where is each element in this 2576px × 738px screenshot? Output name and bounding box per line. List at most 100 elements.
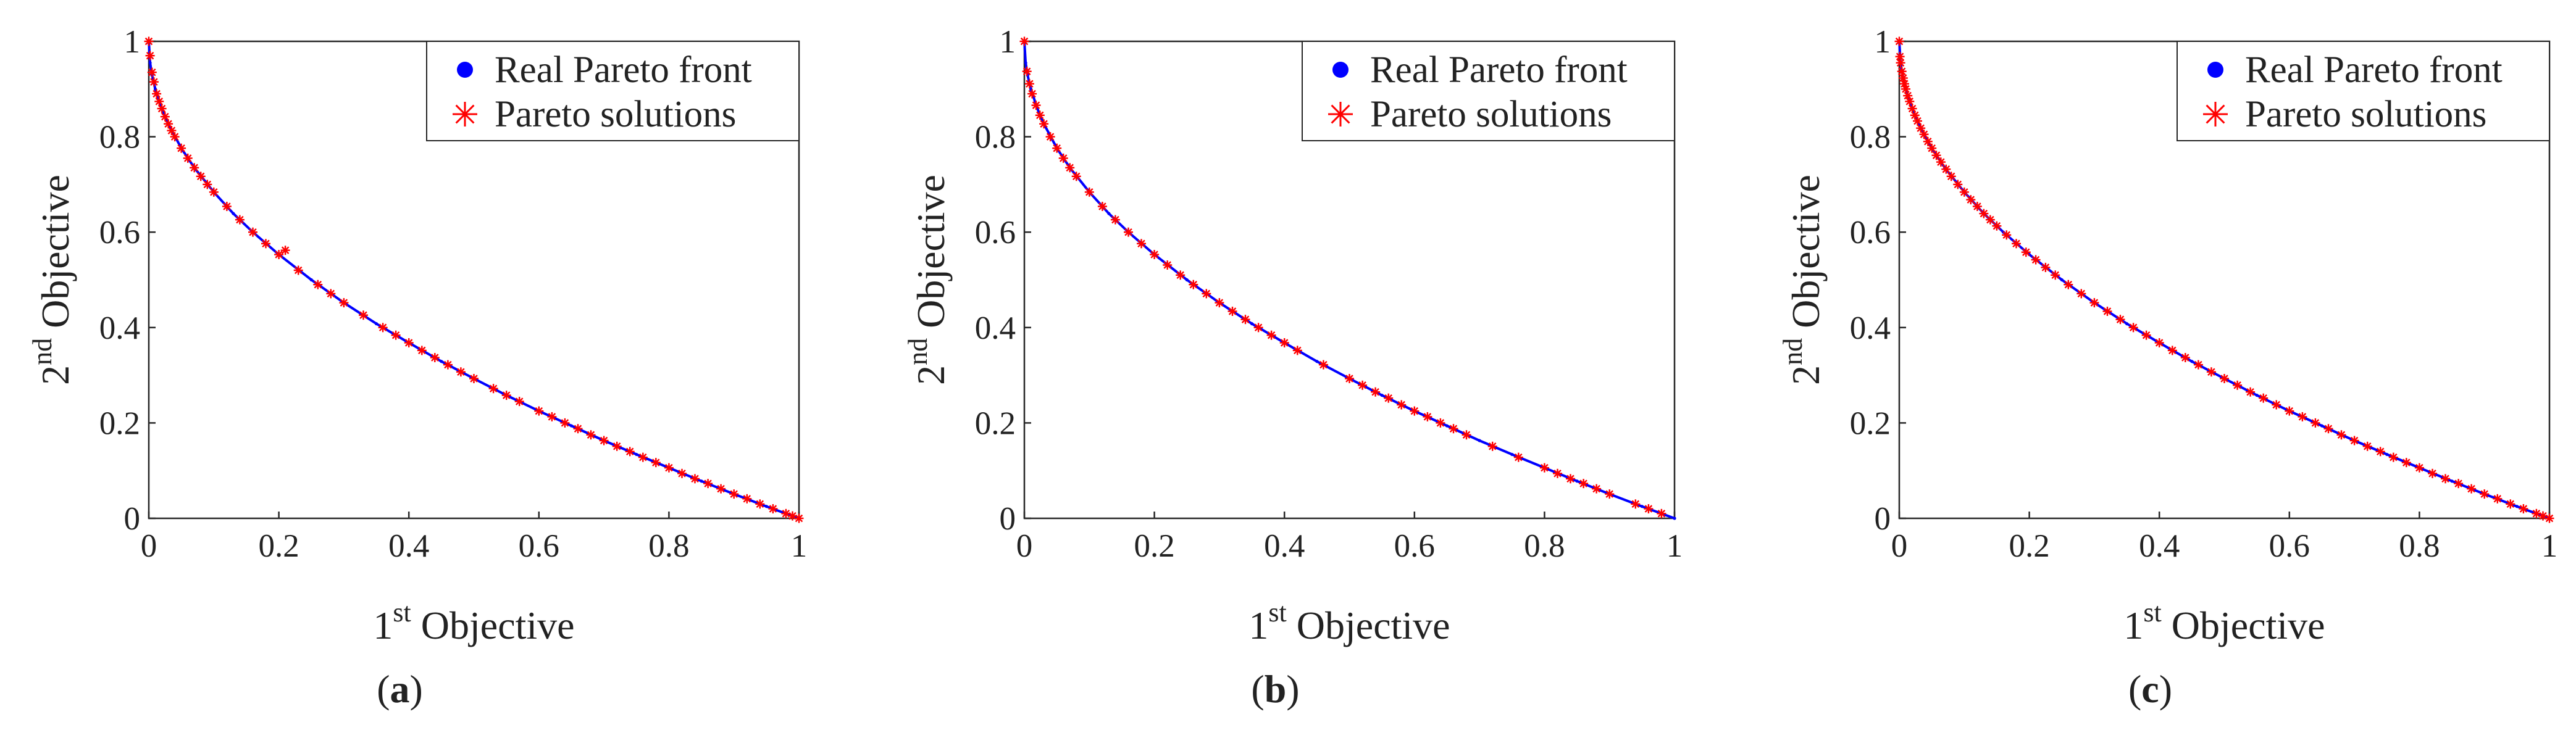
pareto-solution-point	[1436, 418, 1445, 428]
pareto-solution-point	[2310, 418, 2320, 428]
x-tick-label: 0.8	[2399, 528, 2440, 564]
y-axis-label-superscript: nd	[903, 338, 933, 365]
pareto-solution-point	[248, 227, 257, 237]
x-tick-label: 0.6	[2269, 528, 2310, 564]
real-pareto-front-point	[148, 61, 152, 65]
pareto-solution-point	[2102, 307, 2112, 316]
asterisk-stroke	[2168, 346, 2177, 355]
legend-asterisk-icon	[1328, 102, 1353, 126]
x-tick-label: 0.2	[2009, 528, 2049, 564]
asterisk-stroke	[2129, 323, 2138, 332]
asterisk-stroke	[167, 126, 176, 135]
pareto-solution-point	[651, 458, 661, 468]
asterisk-stroke	[489, 384, 498, 392]
pareto-solution-point	[144, 36, 154, 46]
asterisk-stroke	[1895, 37, 1904, 46]
pareto-solution-point	[768, 504, 778, 513]
y-axis-label-prefix: 2	[909, 365, 953, 385]
asterisk-stroke	[1896, 52, 1904, 60]
asterisk-stroke	[788, 512, 797, 520]
asterisk-stroke	[2233, 381, 2241, 389]
x-tick-label: 0.6	[519, 528, 559, 564]
asterisk-stroke	[1189, 280, 1198, 289]
asterisk-stroke	[1331, 104, 1350, 124]
x-tick-label: 1	[2541, 528, 2558, 564]
asterisk-stroke	[600, 436, 608, 445]
panel-caption-letter: a	[390, 667, 410, 711]
legend-entry-solutions: Pareto solutions	[1370, 94, 1612, 135]
y-axis-label-superscript: nd	[1778, 338, 1808, 365]
asterisk-stroke	[144, 37, 153, 46]
pareto-solution-point	[638, 452, 648, 462]
asterisk-stroke	[1358, 381, 1366, 389]
pareto-solution-point	[164, 119, 174, 129]
y-axis-label: 2nd Objective	[27, 175, 77, 385]
pareto-solution-point	[359, 310, 368, 320]
real-pareto-front-point	[1250, 322, 1254, 326]
pareto-solution-point	[1953, 180, 1963, 189]
asterisk-stroke	[2337, 431, 2346, 439]
panel-caption: (a)	[377, 667, 423, 711]
asterisk-stroke	[294, 266, 303, 275]
pareto-solution-point	[1279, 338, 1289, 347]
pareto-solution-point	[2012, 239, 2021, 249]
asterisk-stroke	[155, 97, 164, 106]
pareto-solution-point	[1553, 468, 1562, 478]
pareto-solution-point	[1345, 374, 1354, 383]
panel-caption-letter: c	[2141, 667, 2159, 711]
real-pareto-front-point	[1478, 439, 1481, 442]
pareto-solution-point	[514, 397, 524, 407]
x-tick-label: 0	[141, 528, 157, 564]
asterisk-stroke	[262, 239, 270, 248]
asterisk-stroke	[249, 228, 257, 236]
real-pareto-front-point	[635, 452, 638, 457]
asterisk-stroke	[146, 51, 154, 60]
pareto-solution-point	[1919, 130, 1929, 139]
asterisk-stroke	[1911, 111, 1919, 120]
y-tick-label: 0.8	[1850, 120, 1891, 155]
asterisk-stroke	[2031, 255, 2040, 264]
pareto-solution-point	[2233, 380, 2243, 390]
pareto-solution-point	[1163, 260, 1173, 270]
pareto-solution-point	[1071, 172, 1081, 181]
asterisk-stroke	[1462, 431, 1471, 439]
asterisk-stroke	[1163, 261, 1171, 269]
x-axis-label-prefix: 1	[373, 603, 393, 647]
asterisk-stroke	[2103, 307, 2112, 315]
x-tick-label: 0.6	[1394, 528, 1435, 564]
asterisk-stroke	[314, 280, 322, 289]
asterisk-stroke	[2415, 463, 2423, 472]
asterisk-stroke	[391, 331, 400, 339]
asterisk-stroke	[2142, 331, 2151, 339]
legend-entry-solutions: Pareto solutions	[495, 94, 736, 135]
asterisk-stroke	[1280, 339, 1289, 347]
asterisk-stroke	[1036, 111, 1044, 120]
pareto-solution-point	[1027, 89, 1037, 99]
y-tick-label: 0.2	[975, 405, 1016, 441]
legend-box	[2177, 41, 2550, 141]
real-pareto-front-point	[700, 479, 703, 483]
asterisk-stroke	[2041, 263, 2050, 272]
legend-entry-real-front: Real Pareto front	[2245, 49, 2503, 91]
y-tick-label: 0	[124, 501, 141, 537]
pareto-solution-point	[1896, 58, 1905, 68]
asterisk-stroke	[1942, 165, 1951, 173]
pareto-solution-point	[1449, 424, 1458, 434]
asterisk-stroke	[1254, 323, 1263, 332]
asterisk-stroke	[1059, 154, 1068, 162]
asterisk-stroke	[444, 360, 452, 369]
asterisk-stroke	[795, 514, 803, 523]
pareto-solution-point	[456, 367, 466, 377]
asterisk-stroke	[2519, 505, 2528, 513]
real-pareto-front-point	[1510, 452, 1514, 457]
asterisk-stroke	[1345, 375, 1353, 383]
pareto-solution-point	[404, 338, 414, 347]
asterisk-stroke	[1137, 239, 1145, 248]
real-pareto-front-point	[374, 322, 378, 326]
asterisk-stroke	[1176, 271, 1184, 280]
asterisk-stroke	[157, 104, 166, 113]
asterisk-stroke	[1032, 101, 1040, 109]
pareto-solution-point	[170, 132, 180, 142]
real-pareto-front-point	[1107, 212, 1111, 215]
